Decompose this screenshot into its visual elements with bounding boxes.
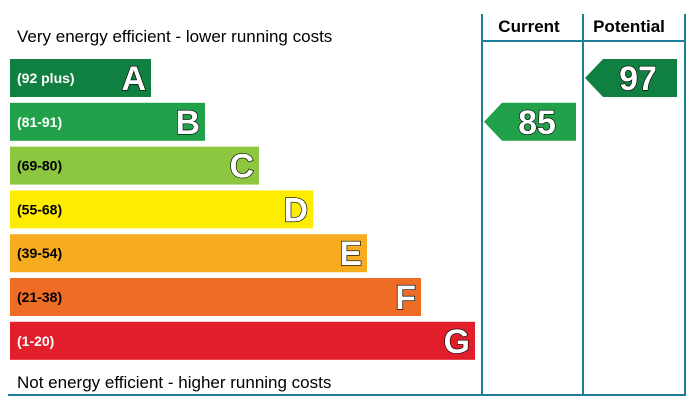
band-d-range-label: (55-68) — [17, 201, 62, 217]
current-rating-value: 85 — [518, 104, 556, 142]
band-f-bar — [10, 278, 421, 316]
band-f-letter: F — [395, 279, 416, 317]
band-d-bar — [10, 190, 313, 229]
band-b-bar — [10, 102, 205, 141]
potential-rating-value: 97 — [619, 60, 657, 98]
band-e-range-label: (39-54) — [17, 245, 62, 261]
band-c-letter: C — [229, 148, 254, 186]
band-a-letter: A — [121, 60, 146, 98]
current-column-header: Current — [498, 17, 560, 36]
potential-rating-arrow — [585, 59, 677, 97]
band-c-bar — [10, 146, 259, 185]
rating-markers: 85 97 — [484, 59, 677, 142]
band-d-letter: D — [283, 191, 308, 229]
band-e-letter: E — [339, 235, 362, 273]
band-a-range-label: (92 plus) — [17, 70, 75, 86]
band-f-range-label: (21-38) — [17, 289, 62, 305]
band-g-range-label: (1-20) — [17, 333, 54, 349]
potential-column-header: Potential — [593, 17, 665, 36]
band-b-range-label: (81-91) — [17, 114, 62, 130]
band-e-bar — [10, 234, 367, 273]
band-b-letter: B — [175, 104, 200, 142]
band-g-letter: G — [444, 323, 470, 361]
bottom-caption: Not energy efficient - higher running co… — [17, 373, 331, 392]
band-a-bar — [10, 59, 151, 97]
current-rating-arrow — [484, 102, 576, 141]
band-g-bar — [10, 321, 475, 360]
rating-bands: (92 plus) A (81-91) B (69-80) C (55-68) D (39-54… — [10, 59, 475, 361]
band-c-range-label: (69-80) — [17, 158, 62, 174]
top-caption: Very energy efficient - lower running co… — [17, 27, 332, 46]
